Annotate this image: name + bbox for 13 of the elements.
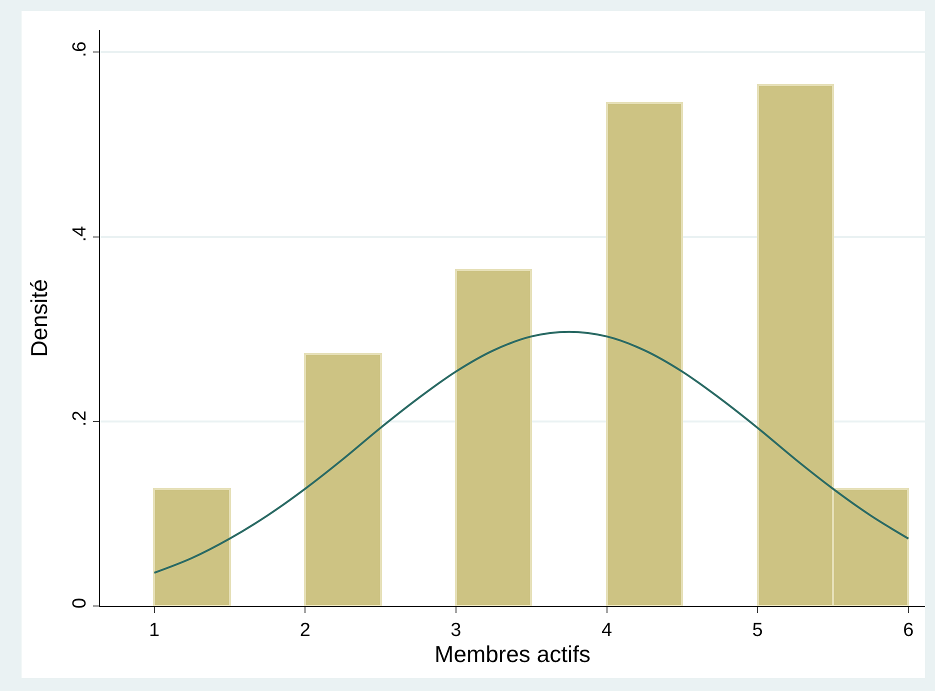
x-tick-label: 1 (149, 620, 160, 641)
x-axis-title: Membres actifs (434, 640, 590, 667)
x-tick-label: 5 (752, 620, 763, 641)
y-tick-label: .6 (69, 41, 90, 58)
x-tick-label: 4 (601, 620, 612, 641)
x-tick-label: 6 (903, 620, 914, 641)
y-tick-label: .2 (69, 410, 90, 426)
y-tick-label: .4 (69, 226, 90, 242)
y-tick-label: 0 (69, 598, 90, 608)
line-series (153, 330, 910, 574)
x-tick-label: 3 (450, 620, 462, 641)
y-axis-title: Densité (26, 279, 52, 357)
x-tick-label: 2 (300, 620, 310, 641)
